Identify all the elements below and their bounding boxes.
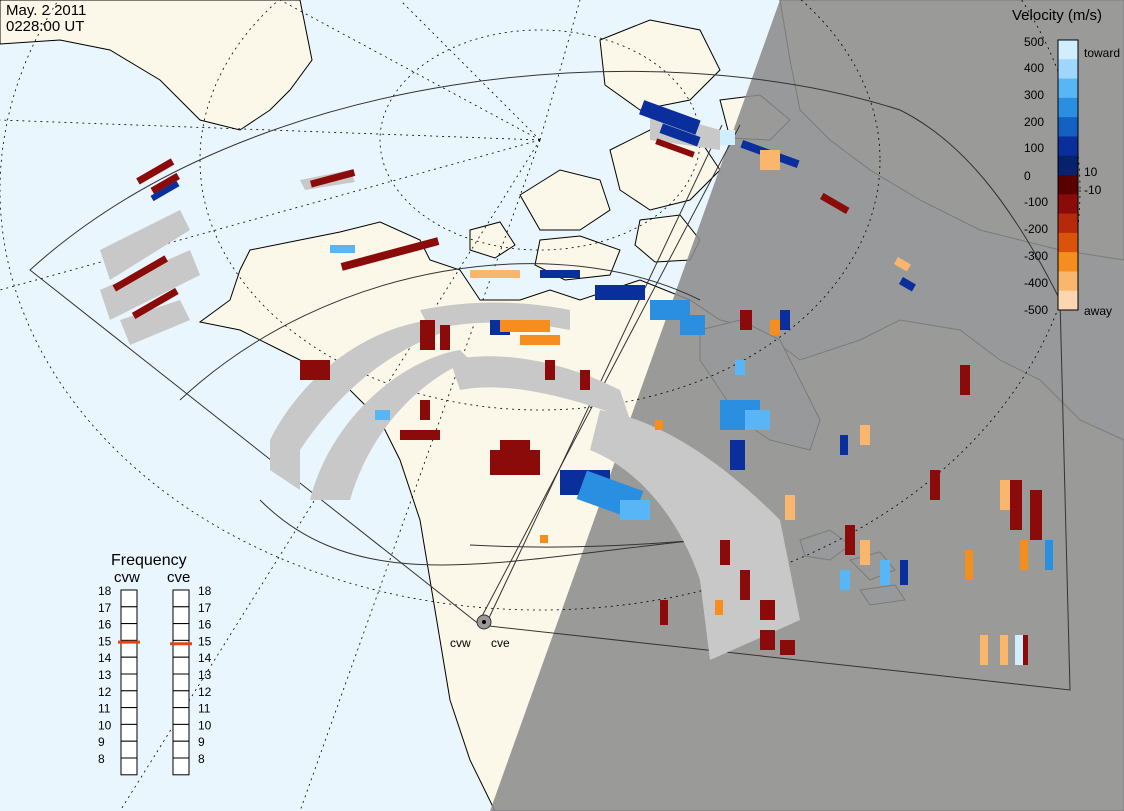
frequency-tick-label: 18 [98, 584, 112, 598]
legend-swatch [1058, 252, 1078, 272]
legend-away-label: away [1084, 304, 1112, 318]
legend-swatch [1058, 290, 1078, 311]
legend-tick-label: 400 [1024, 61, 1044, 75]
legend-swatch [1058, 136, 1078, 157]
frequency-cell [172, 589, 190, 608]
legend-color-bar [1057, 39, 1079, 311]
frequency-tick-label: 13 [198, 668, 212, 682]
legend-ticks: 500400300200100100-10-100-200-300-400-50… [1024, 35, 1102, 317]
frequency-tick-label: 10 [98, 718, 112, 732]
frequency-cell [120, 673, 138, 692]
frequency-label-cve: cve [167, 569, 190, 586]
legend-tick-label: 500 [1024, 35, 1044, 49]
legend-swatch [1058, 117, 1078, 137]
legend-tick-label: 100 [1024, 141, 1044, 155]
frequency-tick-label: 14 [198, 651, 212, 665]
frequency-tick-label: 18 [198, 584, 212, 598]
frequency-cell [120, 740, 138, 759]
legend-tick-label: -100 [1024, 195, 1048, 209]
legend-title: Velocity (m/s) [1012, 7, 1102, 24]
frequency-cell [120, 589, 138, 608]
velocity-legend: Velocity (m/s) 500400300200100100-10-100… [1012, 7, 1120, 318]
frequency-tick-label: 16 [198, 618, 212, 632]
nightside-shading [490, 0, 1124, 811]
frequency-tick-label: 14 [98, 651, 112, 665]
frequency-cell [172, 656, 190, 675]
legend-swatch [1058, 40, 1078, 60]
frequency-panel: Frequency cvw cve 1817161514131211109818… [98, 552, 212, 776]
legend-tick-label: 10 [1084, 165, 1098, 179]
frequency-cell [120, 757, 138, 776]
frequency-tick-label: 15 [98, 634, 112, 648]
frequency-cell [172, 757, 190, 776]
legend-frame [1057, 39, 1079, 311]
frequency-title: Frequency [111, 552, 187, 569]
radar-fields-of-view [29, 70, 1071, 691]
frequency-tick-label: 13 [98, 668, 112, 682]
legend-tick-label: -300 [1024, 249, 1048, 263]
frequency-cell [120, 606, 138, 625]
legend-tick-label: -500 [1024, 303, 1048, 317]
frequency-tick-label: 11 [198, 702, 211, 716]
map-time: 0228:00 UT [6, 18, 84, 35]
radar-site-icon [476, 614, 492, 630]
frequency-tick-label: 10 [198, 718, 212, 732]
legend-tick-label: 0 [1024, 169, 1031, 183]
velocity-cells [112, 100, 1053, 665]
frequency-tick-label: 9 [198, 735, 205, 749]
frequency-label-cvw: cvw [114, 569, 140, 586]
legend-swatch [1058, 175, 1078, 195]
frequency-tick-label: 9 [98, 735, 105, 749]
legend-tick-label: 200 [1024, 115, 1044, 129]
legend-toward-label: toward [1084, 46, 1120, 60]
legend-tick-label: -200 [1024, 222, 1048, 236]
radar-label-cvw: cvw [450, 636, 471, 650]
frequency-cell [120, 707, 138, 725]
frequency-cell [120, 623, 138, 641]
frequency-tick-label: 12 [198, 685, 212, 699]
frequency-tick-label: 16 [98, 618, 112, 632]
frequency-tick-label: 17 [98, 601, 112, 615]
frequency-tick-label: 8 [98, 752, 105, 766]
frequency-cell [172, 673, 190, 692]
legend-tick-label: -400 [1024, 276, 1048, 290]
frequency-tick-label: 11 [98, 702, 111, 716]
frequency-cell [120, 656, 138, 675]
legend-tick-label: 300 [1024, 88, 1044, 102]
frequency-cell [172, 740, 190, 759]
frequency-tick-label: 15 [198, 634, 212, 648]
frequency-tick-label: 12 [98, 685, 112, 699]
legend-swatch [1058, 155, 1078, 176]
frequency-tick-label: 8 [198, 752, 205, 766]
frequency-cell [172, 606, 190, 625]
legend-swatch [1058, 97, 1078, 118]
legend-swatch [1058, 213, 1078, 234]
legend-swatch [1058, 194, 1078, 215]
legend-tick-label: -10 [1084, 183, 1102, 197]
frequency-tick-label: 17 [198, 601, 212, 615]
frequency-cell [120, 723, 138, 742]
radar-label-cve: cve [491, 636, 510, 650]
frequency-cell [120, 690, 138, 709]
legend-swatch [1058, 232, 1078, 253]
legend-swatch [1058, 78, 1078, 99]
frequency-cell [172, 723, 190, 742]
frequency-cell [172, 690, 190, 709]
frequency-cell [172, 707, 190, 725]
frequency-scales: 18 17 16 15 14 13 12 11 10 9 8 18 17 16 15 14 13 12 11 10 9 8 [98, 584, 212, 776]
map-date: May. 2 2011 [6, 2, 86, 19]
legend-swatch [1058, 59, 1078, 80]
frequency-cell [172, 623, 190, 641]
legend-swatch [1058, 271, 1078, 292]
